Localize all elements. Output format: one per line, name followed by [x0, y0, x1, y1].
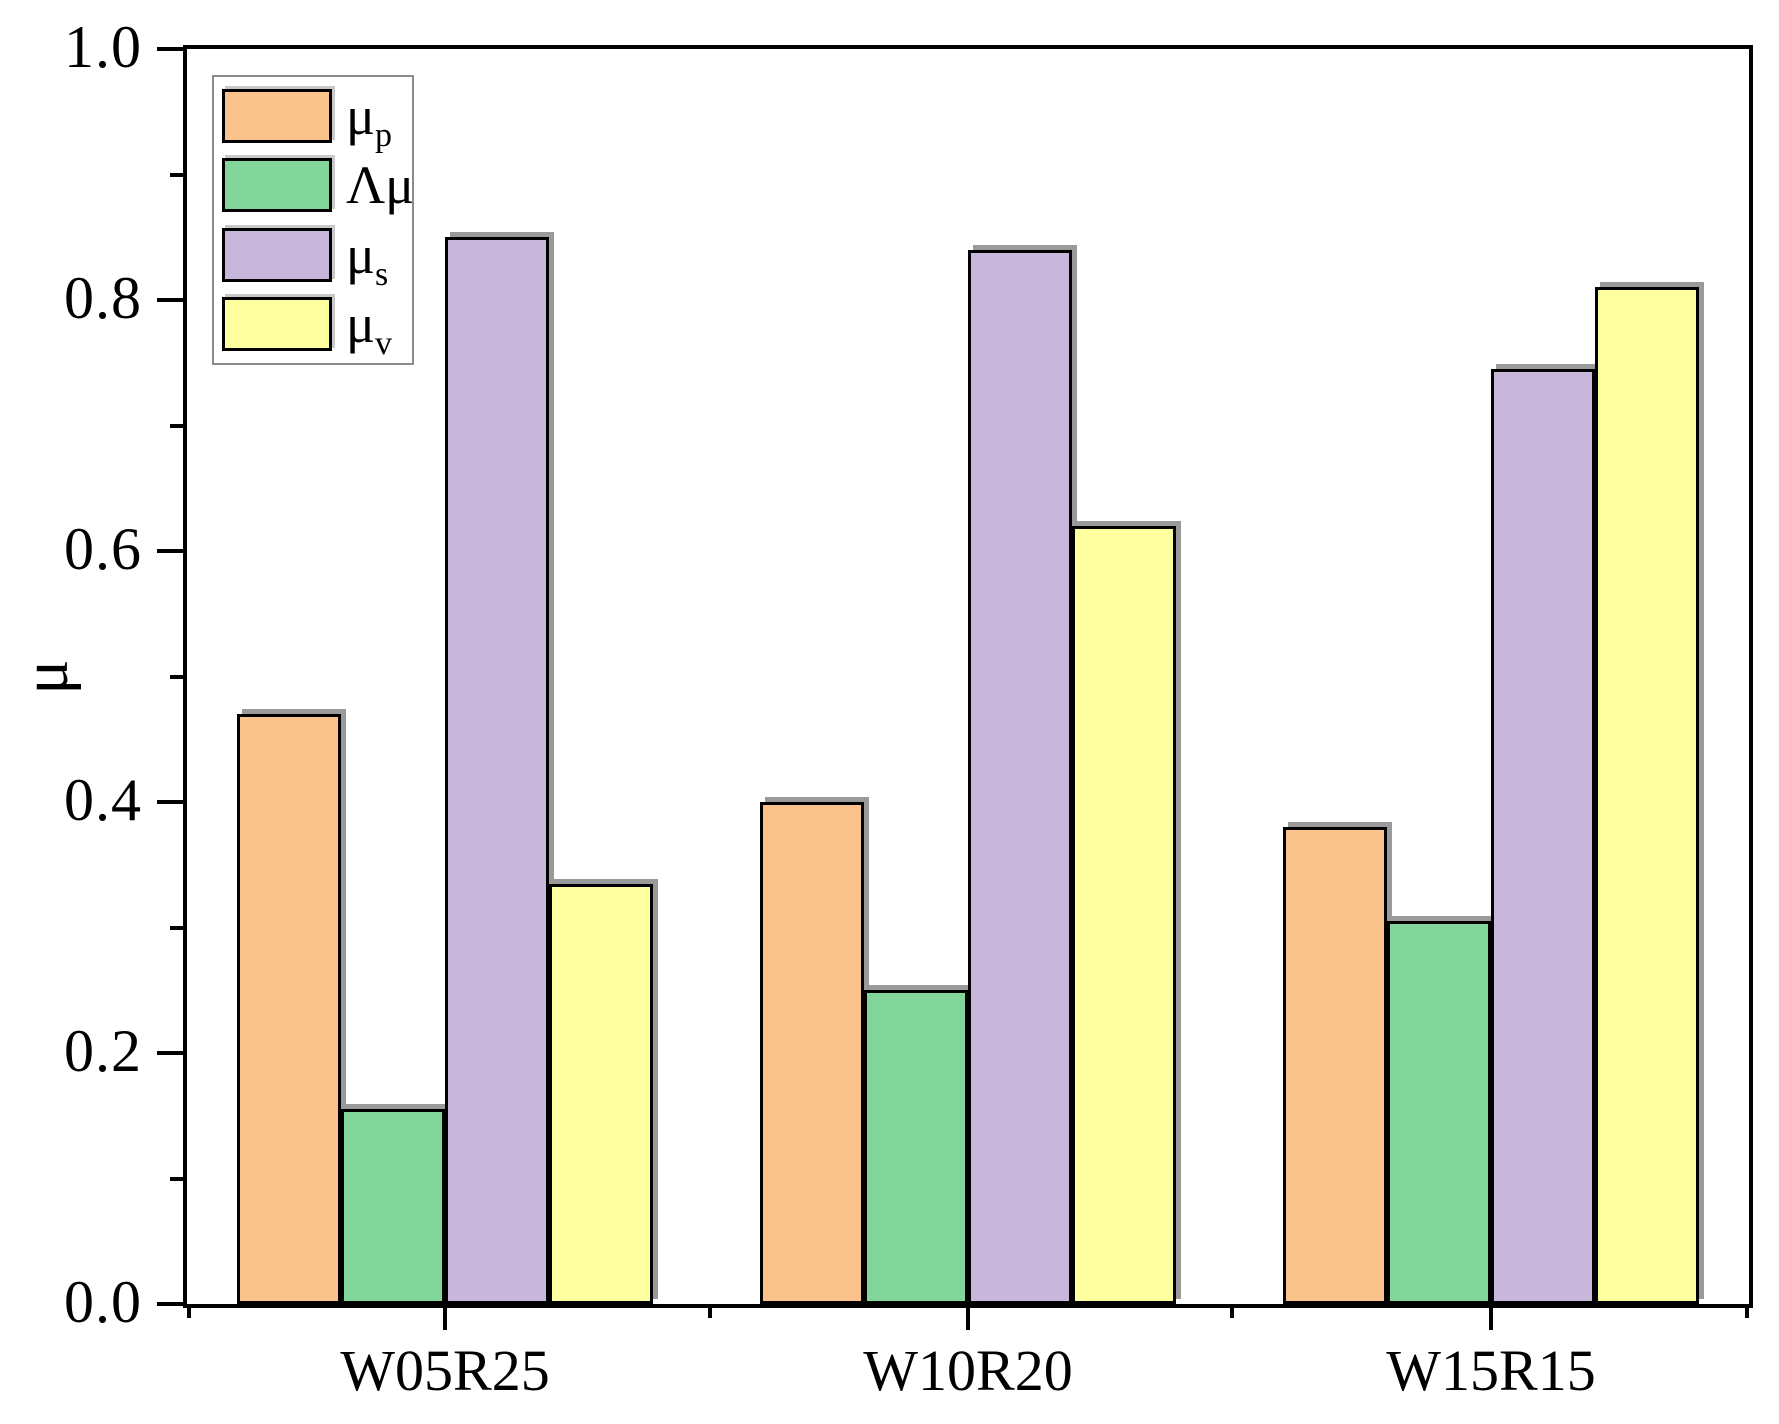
- legend-item-μs: μs: [222, 224, 412, 293]
- legend-swatch-Λμ: [222, 158, 332, 213]
- y-minor-tick-0.5: [170, 674, 187, 679]
- legend-swatch-μv: [222, 297, 332, 352]
- y-tick-label-1.0: 1.0: [64, 14, 142, 80]
- legend-label-μp: μp: [346, 85, 392, 154]
- y-axis-title: μ: [9, 659, 82, 695]
- x-tick-label-W10R20: W10R20: [863, 1338, 1073, 1403]
- plot-area: [157, 45, 1753, 1330]
- y-minor-tick-0.9: [170, 172, 187, 177]
- legend-item-μv: μv: [222, 294, 412, 363]
- bar-W05R25-μs: [445, 237, 549, 1304]
- y-minor-tick-0.3: [170, 925, 187, 930]
- legend-label-μv: μv: [346, 294, 392, 363]
- x-minor-tick-2: [1230, 1304, 1234, 1318]
- y-major-tick-0.2: [157, 1051, 187, 1055]
- bar-W10R20-μp: [760, 802, 864, 1304]
- legend-item-Λμ: Λμ: [222, 155, 415, 216]
- y-minor-tick-0.7: [170, 423, 187, 428]
- y-tick-label-0.0: 0.0: [64, 1269, 142, 1335]
- x-major-tick-W10R20: [966, 1304, 970, 1330]
- legend: μp Λμ μs μv: [212, 75, 414, 365]
- y-tick-label-0.4: 0.4: [64, 767, 142, 833]
- bar-W05R25-μp: [237, 714, 341, 1304]
- x-minor-tick-3: [1745, 1304, 1749, 1318]
- bar-W15R15-μp: [1283, 827, 1387, 1304]
- legend-label-μs: μs: [346, 224, 389, 293]
- y-major-tick-0.8: [157, 298, 187, 302]
- x-tick-label-W15R15: W15R15: [1386, 1338, 1596, 1403]
- bar-W15R15-μv: [1595, 287, 1699, 1304]
- y-major-tick-0.4: [157, 800, 187, 804]
- bar-W05R25-μv: [549, 883, 653, 1304]
- y-major-tick-0.6: [157, 549, 187, 553]
- legend-label-Λμ: Λμ: [346, 155, 415, 216]
- x-tick-label-W05R25: W05R25: [340, 1338, 550, 1403]
- y-tick-label-0.2: 0.2: [64, 1018, 142, 1084]
- y-minor-tick-0.1: [170, 1176, 187, 1181]
- legend-swatch-μp: [222, 88, 332, 143]
- y-major-tick-1.0: [157, 47, 187, 51]
- y-tick-label-0.6: 0.6: [64, 516, 142, 582]
- x-minor-tick-0: [187, 1304, 191, 1318]
- y-major-tick-0.0: [157, 1302, 187, 1306]
- y-tick-label-0.8: 0.8: [64, 265, 142, 331]
- bar-W05R25-Λμ: [341, 1109, 445, 1304]
- legend-item-μp: μp: [222, 85, 412, 154]
- bar-W10R20-Λμ: [864, 990, 968, 1304]
- x-major-tick-W15R15: [1489, 1304, 1493, 1330]
- x-major-tick-W05R25: [443, 1304, 447, 1330]
- bar-W10R20-μv: [1072, 525, 1176, 1304]
- bar-W15R15-μs: [1491, 369, 1595, 1304]
- bar-W15R15-Λμ: [1387, 921, 1491, 1304]
- bar-W10R20-μs: [968, 249, 1072, 1304]
- legend-swatch-μs: [222, 227, 332, 282]
- x-minor-tick-1: [708, 1304, 712, 1318]
